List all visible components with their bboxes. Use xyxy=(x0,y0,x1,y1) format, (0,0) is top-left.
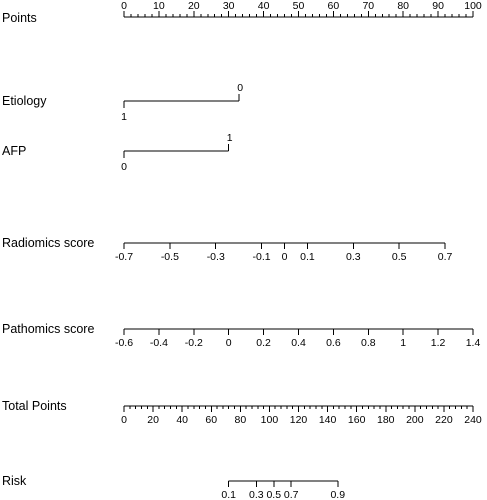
tick-label: 0.5 xyxy=(266,489,281,500)
row-total-points: Total Points 0 20 40 60 80 100 120 140 160 180 200 2… xyxy=(2,399,482,426)
tick-label: -0.1 xyxy=(253,251,271,263)
tick-label: 60 xyxy=(205,414,217,426)
tick-label: 70 xyxy=(362,0,374,12)
tick-label: -0.6 xyxy=(115,337,133,349)
tick-label: 0.7 xyxy=(284,489,299,500)
row-label: Points xyxy=(2,11,37,25)
tick-label: 10 xyxy=(153,0,165,12)
tick-label: 40 xyxy=(258,0,270,12)
row-risk: Risk 0.1 0.3 0.5 0.7 0.9 xyxy=(2,474,345,500)
category-label: 1 xyxy=(227,132,233,144)
tick-label: 160 xyxy=(348,414,366,426)
row-label: Pathomics score xyxy=(2,322,94,336)
category-label: 1 xyxy=(121,111,127,123)
tick-label: 80 xyxy=(397,0,409,12)
tick-label: 200 xyxy=(406,414,424,426)
row-radiomics-score: Radiomics score -0.7 -0.5 -0.3 -0.1 0 0.1 0.3 0.… xyxy=(2,236,453,263)
tick-label: 0.1 xyxy=(221,489,236,500)
tick-label: 60 xyxy=(328,0,340,12)
tick-label: -0.5 xyxy=(161,251,179,263)
tick-label: 220 xyxy=(435,414,453,426)
tick-label: 1.4 xyxy=(466,337,481,349)
tick-label: 20 xyxy=(188,0,200,12)
tick-label: 0.3 xyxy=(249,489,264,500)
tick-label: 100 xyxy=(464,0,482,12)
row-label: AFP xyxy=(2,144,26,158)
tick-label: 80 xyxy=(234,414,246,426)
row-points: Points 0 10 20 30 40 50 60 70 80 90 100 xyxy=(2,0,482,25)
tick-label: 0.9 xyxy=(330,489,345,500)
tick-label: 0.8 xyxy=(361,337,376,349)
row-afp: AFP 0 1 xyxy=(2,132,233,173)
tick-label: 90 xyxy=(432,0,444,12)
category-label: 0 xyxy=(237,82,243,94)
tick-label: 40 xyxy=(176,414,188,426)
tick-label: 140 xyxy=(319,414,337,426)
tick-label: 0.6 xyxy=(326,337,341,349)
row-label: Etiology xyxy=(2,94,47,108)
tick-label: 180 xyxy=(377,414,395,426)
row-pathomics-score: Pathomics score -0.6 -0.4 -0.2 0 0.2 0.4 0.6 0.8… xyxy=(2,322,480,349)
tick-label: -0.3 xyxy=(207,251,225,263)
tick-label: 0.4 xyxy=(291,337,306,349)
tick-label: 0 xyxy=(226,337,232,349)
tick-label: 0 xyxy=(282,251,288,263)
row-etiology: Etiology 1 0 xyxy=(2,82,243,123)
row-label: Total Points xyxy=(2,399,67,413)
tick-label: 240 xyxy=(464,414,482,426)
tick-label: 0.2 xyxy=(256,337,271,349)
tick-label: -0.2 xyxy=(185,337,203,349)
row-label: Radiomics score xyxy=(2,236,94,250)
tick-label: 1 xyxy=(400,337,406,349)
tick-label: 100 xyxy=(261,414,279,426)
tick-label: 0.7 xyxy=(438,251,453,263)
row-label: Risk xyxy=(2,474,27,488)
tick-label: 0 xyxy=(121,0,127,12)
tick-label: 120 xyxy=(290,414,308,426)
tick-label: 0 xyxy=(121,414,127,426)
tick-label: 0.5 xyxy=(392,251,407,263)
tick-label: 50 xyxy=(293,0,305,12)
tick-label: 0.3 xyxy=(346,251,361,263)
tick-label: 1.2 xyxy=(431,337,446,349)
tick-label: 0.1 xyxy=(300,251,315,263)
category-label: 0 xyxy=(121,161,127,173)
tick-label: -0.4 xyxy=(150,337,168,349)
tick-label: -0.7 xyxy=(115,251,133,263)
tick-label: 20 xyxy=(147,414,159,426)
tick-label: 30 xyxy=(223,0,235,12)
